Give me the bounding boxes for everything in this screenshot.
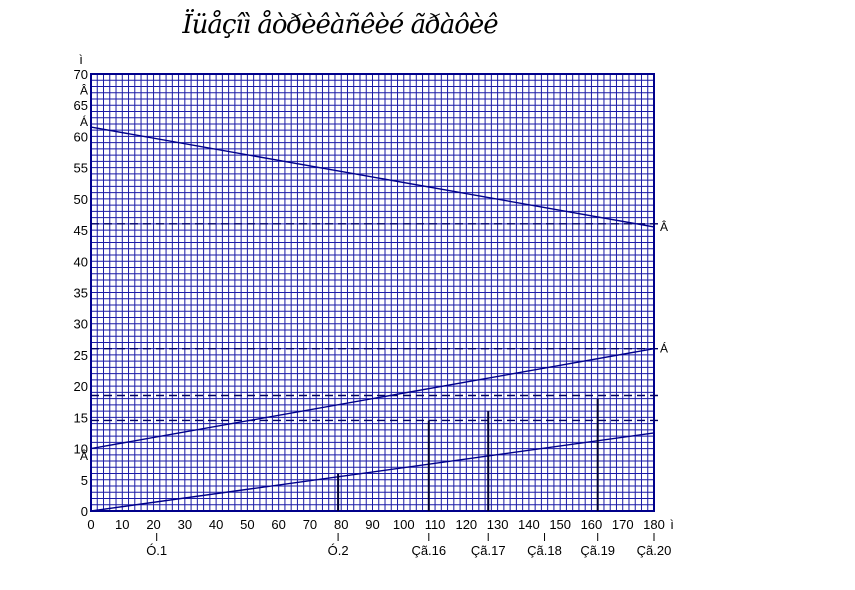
y-tick-label: 0	[81, 504, 88, 519]
series-line-1	[90, 126, 655, 228]
y-tick-label: 20	[74, 379, 88, 394]
x-tick-label: 50	[240, 517, 254, 532]
y-tick-label: 15	[74, 410, 88, 425]
x-tick-label: 150	[549, 517, 571, 532]
y-unit-label: ì	[79, 52, 83, 67]
x-tick-label: 20	[146, 517, 160, 532]
x-tick-label: 110	[425, 517, 446, 532]
point-label: Çã.16	[411, 543, 446, 558]
y-tick-label: 60	[74, 129, 88, 144]
y-tick-label: 55	[74, 161, 88, 176]
y-tick-label: 35	[74, 286, 88, 301]
x-tick-label: 120	[455, 517, 477, 532]
y-tick-label: 30	[74, 317, 88, 332]
chart-title: Ïüåçîì åòðèêàñêèé ãðàôèê	[182, 10, 498, 40]
point-label: Çã.19	[580, 543, 615, 558]
series-line-3	[90, 432, 655, 512]
x-tick-label: 90	[365, 517, 379, 532]
y-tick-label: 5	[81, 473, 88, 488]
x-tick-label: 0	[87, 517, 94, 532]
point-label: Çã.20	[637, 543, 672, 558]
point-label: Ó.1	[146, 543, 167, 558]
x-tick-label: 100	[393, 517, 415, 532]
x-tick-label: 70	[303, 517, 317, 532]
x-tick-label: 130	[487, 517, 509, 532]
plot-frame	[90, 73, 655, 512]
series-line-2	[90, 347, 655, 450]
point-label: Çã.18	[527, 543, 562, 558]
y-tick-label: 65	[74, 98, 88, 113]
y-tick-label: 45	[74, 223, 88, 238]
series-end-label: Â	[660, 219, 668, 234]
x-tick-label: 140	[518, 517, 540, 532]
series-end-label: Á	[660, 341, 668, 356]
y-tick-label: 50	[74, 192, 88, 207]
x-tick-label: 40	[209, 517, 223, 532]
y-tick-label: 70	[74, 67, 88, 82]
x-tick-label: 30	[178, 517, 192, 532]
x-tick-label: 60	[271, 517, 285, 532]
left-axis-label: Â	[80, 448, 88, 463]
point-label: Çã.17	[471, 543, 506, 558]
left-axis-label: Â	[80, 83, 88, 98]
y-tick-label: 25	[74, 348, 88, 363]
point-label: Ó.2	[328, 543, 349, 558]
x-tick-label: 160	[581, 517, 603, 532]
y-tick-label: 10	[74, 442, 88, 457]
left-axis-label: Á	[80, 114, 88, 129]
x-tick-label: 180	[643, 517, 665, 532]
y-tick-label: 40	[74, 254, 88, 269]
x-unit-label: ì	[670, 517, 674, 532]
x-tick-label: 170	[612, 517, 634, 532]
x-tick-label: 80	[334, 517, 348, 532]
x-tick-label: 10	[115, 517, 129, 532]
